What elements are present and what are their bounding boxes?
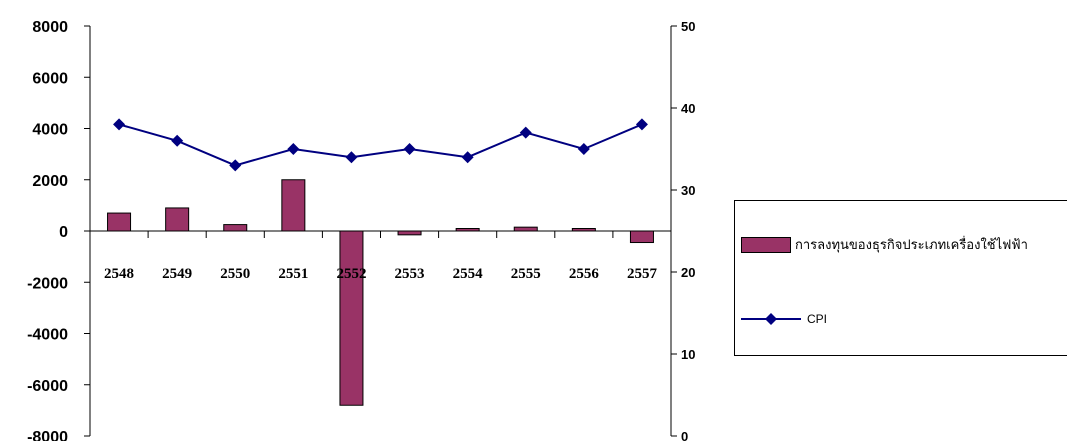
cpi-line — [118, 123, 643, 167]
right-axis-ticks: 50 40 30 20 10 0 — [671, 19, 695, 441]
bar — [165, 207, 190, 232]
legend-label-cpi: CPI — [807, 312, 828, 326]
x-tick-label: 2554 — [453, 266, 484, 282]
x-tick-label: 2550 — [220, 266, 250, 282]
legend: การลงทุนของธุรกิจประเภทเครื่องใช้ไฟฟ้า C… — [734, 200, 1067, 356]
cpi-point — [403, 143, 416, 155]
x-tick-label: 2549 — [162, 266, 192, 282]
left-axis-ticks: 8000 6000 4000 2000 0 -2000 -4000 -6000 -8000 — [27, 19, 90, 441]
right-tick-label: 10 — [681, 347, 695, 362]
bar — [107, 212, 132, 232]
cpi-point — [519, 126, 532, 139]
bar — [629, 230, 654, 244]
x-tick-label: 2552 — [336, 266, 366, 282]
x-tick-label: 2555 — [511, 266, 541, 282]
left-tick-label: -8000 — [27, 429, 68, 441]
right-tick-label: 40 — [681, 101, 695, 116]
right-tick-label: 20 — [681, 265, 695, 280]
cpi-point — [461, 151, 474, 164]
left-tick-label: 4000 — [32, 122, 68, 139]
cpi-point — [171, 134, 184, 147]
cpi-point — [635, 118, 648, 131]
right-tick-label: 50 — [681, 19, 695, 34]
left-tick-label: -2000 — [27, 275, 68, 292]
cpi-point — [345, 151, 358, 164]
legend-item-cpi: CPI — [741, 312, 827, 326]
cpi-point — [287, 143, 300, 155]
left-tick-label: -6000 — [27, 378, 68, 395]
axes — [89, 26, 672, 436]
legend-bar-swatch — [741, 236, 791, 253]
cpi-point — [113, 118, 126, 131]
bar — [513, 226, 538, 232]
legend-item-investment: การลงทุนของธุรกิจประเภทเครื่องใช้ไฟฟ้า — [741, 234, 1028, 255]
bar — [281, 179, 306, 232]
x-tick-label: 2557 — [627, 266, 658, 282]
bar — [397, 230, 422, 236]
left-tick-label: 2000 — [32, 173, 68, 190]
left-tick-label: 8000 — [32, 19, 68, 36]
right-tick-label: 30 — [681, 183, 695, 198]
x-tick-label: 2551 — [278, 266, 308, 282]
legend-label-investment: การลงทุนของธุรกิจประเภทเครื่องใช้ไฟฟ้า — [795, 238, 1028, 253]
cpi-series — [113, 118, 648, 172]
left-tick-label: 0 — [59, 224, 68, 241]
x-axis-labels: 2548 2549 2550 2551 2552 2553 2554 2555 2556 2557 — [104, 266, 657, 282]
x-tick-label: 2548 — [104, 266, 134, 282]
chart-svg: 8000 6000 4000 2000 0 -2000 -4000 -6000 -8000 50… — [27, 19, 695, 441]
legend-line-swatch — [741, 313, 801, 325]
x-tick-label: 2553 — [395, 266, 425, 282]
x-tick-label: 2556 — [569, 266, 600, 282]
bar — [339, 230, 364, 406]
left-tick-label: -4000 — [27, 327, 68, 344]
cpi-point — [229, 159, 242, 172]
cpi-point — [577, 143, 590, 155]
right-tick-label: 0 — [681, 429, 688, 441]
bar — [223, 224, 248, 232]
bar-series — [107, 179, 654, 406]
left-tick-label: 6000 — [32, 70, 68, 87]
